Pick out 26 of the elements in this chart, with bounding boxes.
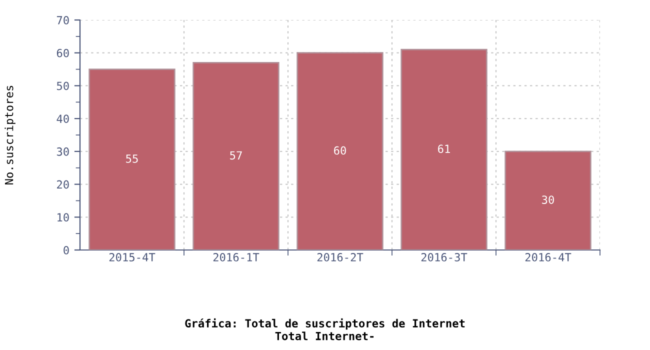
x-tick-label: 2016-2T: [317, 253, 364, 262]
x-tick-label: 2016-3T: [421, 253, 468, 262]
y-tick-label: 30: [56, 147, 69, 156]
bar: [192, 62, 280, 250]
y-tick-label: 0: [64, 246, 69, 254]
text: Total Internet-: [275, 332, 374, 340]
data-label: 55: [126, 154, 138, 163]
x-tick-label: 2016-1T: [213, 253, 260, 262]
bar: [296, 52, 384, 250]
data-label: 57: [230, 151, 242, 160]
bar: [504, 150, 592, 250]
y-tick-label: 40: [56, 114, 69, 123]
data-label: 61: [438, 144, 450, 154]
y-tick-label: 20: [57, 180, 69, 189]
bar: [400, 48, 488, 250]
data-label: 60: [334, 146, 346, 155]
x-tick-label: 2015-4T: [109, 253, 156, 262]
y-tick-label: 10: [58, 213, 69, 222]
data-label: 30: [542, 196, 554, 204]
y-tick-label: 50: [56, 82, 69, 90]
y-axis-title: No.suscriptores: [4, 86, 16, 184]
y-tick-label: 70: [56, 16, 69, 24]
y-tick-label: 60: [56, 48, 69, 58]
bar: [88, 68, 176, 250]
x-tick-label: 2016-4T: [525, 253, 572, 262]
text: Gráfica: Total de suscriptores de Internet: [185, 318, 465, 330]
